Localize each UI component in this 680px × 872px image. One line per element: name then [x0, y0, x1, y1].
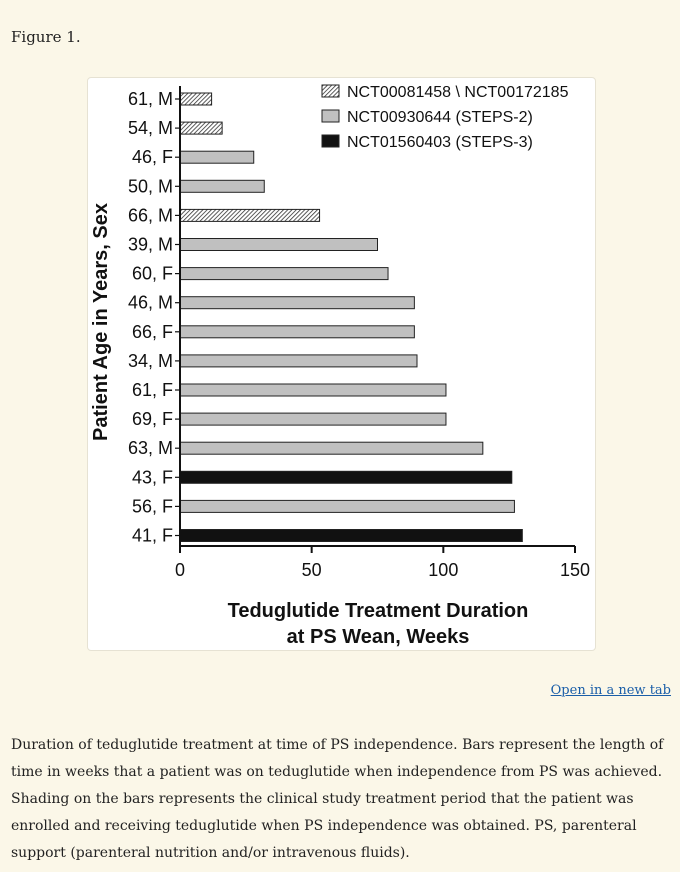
x-tick-label: 50 — [302, 560, 322, 580]
x-tick-label: 150 — [560, 560, 590, 580]
bar-6 — [179, 238, 378, 251]
y-tick-label: 46, F — [132, 147, 173, 167]
bar-14 — [179, 470, 513, 484]
y-tick-label: 66, M — [128, 205, 173, 225]
open-in-new-tab-link[interactable]: Open in a new tab — [550, 683, 671, 698]
bar-11 — [179, 383, 447, 397]
bar-13 — [179, 441, 484, 455]
legend-label-gray: NCT00930644 (STEPS-2) — [347, 109, 533, 126]
legend-label-black: NCT01560403 (STEPS-3) — [347, 134, 533, 151]
y-tick-label: 46, M — [128, 293, 173, 313]
figure-image: NCT00081458 \ NCT00172185 NCT00930644 (ST… — [87, 77, 596, 651]
bar-3 — [179, 150, 255, 164]
figure-caption: Duration of teduglutide treatment at tim… — [11, 737, 664, 861]
legend-swatch-hatch — [321, 84, 340, 98]
y-tick-label: 66, F — [132, 322, 173, 342]
x-axis-label-line-1: Teduglutide Treatment Duration — [228, 600, 529, 622]
y-tick-label: 63, M — [128, 438, 173, 458]
bar-10 — [179, 354, 418, 368]
y-tick-label: 61, F — [132, 380, 173, 400]
y-tick-label: 54, M — [128, 118, 173, 138]
y-tick-label: 61, M — [128, 89, 173, 109]
figure-label: Figure 1. — [11, 28, 81, 46]
bar-4 — [179, 179, 265, 193]
bar-12 — [179, 412, 447, 426]
legend-swatch-black — [321, 134, 340, 148]
y-tick-label: 60, F — [132, 264, 173, 284]
y-tick-label: 41, F — [132, 526, 173, 546]
y-tick-label: 50, M — [128, 176, 173, 196]
y-tick-label: 43, F — [132, 467, 173, 487]
y-tick-label: 69, F — [132, 409, 173, 429]
y-tick-label: 34, M — [128, 351, 173, 371]
legend-swatch-gray — [321, 109, 340, 123]
bar-chart: NCT00081458 \ NCT00172185 NCT00930644 (ST… — [90, 84, 590, 648]
y-tick-label: 39, M — [128, 235, 173, 255]
bar-9 — [179, 325, 415, 339]
y-tick-label: 56, F — [132, 496, 173, 516]
bar-1 — [179, 92, 213, 106]
x-axis-label-line-2: at PS Wean, Weeks — [287, 626, 470, 648]
legend-label-hatch: NCT00081458 \ NCT00172185 — [347, 84, 569, 101]
bar-16 — [179, 529, 523, 542]
y-axis-label: Patient Age in Years, Sex — [90, 203, 112, 441]
x-tick-label: 100 — [428, 560, 458, 580]
bar-5 — [179, 208, 321, 222]
bar-15 — [179, 499, 515, 513]
bar-2 — [179, 121, 223, 135]
bar-7 — [179, 267, 389, 281]
x-tick-label: 0 — [175, 560, 185, 580]
bar-8 — [179, 296, 415, 310]
